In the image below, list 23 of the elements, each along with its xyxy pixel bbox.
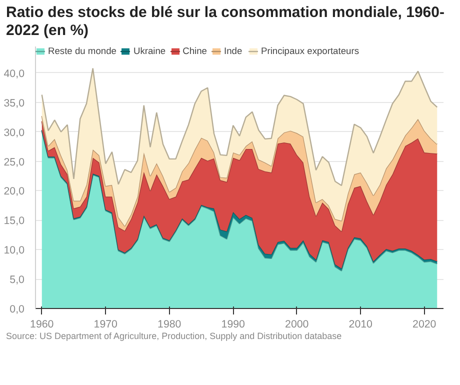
y-tick-label: 30,0 bbox=[4, 126, 25, 139]
y-tick-label: 10,0 bbox=[4, 244, 25, 257]
legend-label: Principaux exportateurs bbox=[260, 46, 359, 56]
x-tick-label: 1990 bbox=[221, 318, 246, 330]
y-tick-label: 25,0 bbox=[4, 156, 25, 168]
legend-label: Inde bbox=[224, 46, 244, 56]
x-tick-label: 1960 bbox=[30, 318, 54, 330]
y-tick-label: 15,0 bbox=[4, 215, 25, 228]
x-tick-label: 1970 bbox=[94, 318, 118, 330]
legend-label: Reste du monde bbox=[48, 46, 116, 56]
y-tick-label: 5,0 bbox=[10, 274, 25, 286]
legend-label: Ukraine bbox=[133, 46, 166, 56]
source-note: Source: US Department of Agriculture, Production, Supply and Distribution database bbox=[6, 330, 342, 343]
y-tick-label: 35,0 bbox=[4, 97, 25, 110]
chart-title: Ratio des stocks de blé sur la consommation mondiale, 1960-2022 (en %) bbox=[6, 4, 446, 40]
y-tick-label: 40,0 bbox=[4, 68, 25, 80]
x-tick-label: 2000 bbox=[285, 318, 309, 330]
x-tick-label: 2010 bbox=[348, 318, 373, 330]
y-tick-label: 0,0 bbox=[10, 304, 25, 316]
x-tick-label: 2020 bbox=[412, 318, 436, 330]
x-tick-label: 1980 bbox=[158, 318, 182, 330]
y-tick-label: 20,0 bbox=[4, 186, 25, 198]
legend-label: Chine bbox=[182, 46, 207, 56]
